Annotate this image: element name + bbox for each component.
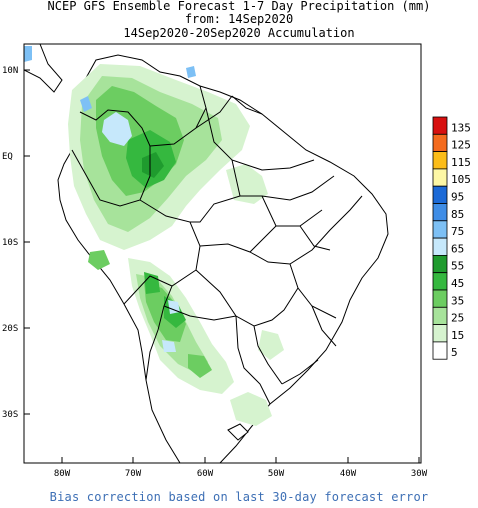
- falkland-area: [227, 423, 249, 441]
- legend-swatch-45: [432, 272, 448, 291]
- lon-label-60w: 60W: [197, 469, 214, 479]
- legend-swatch-75: [432, 220, 448, 239]
- legend-label-35: 35: [451, 294, 464, 307]
- map-title-line-1: NCEP GFS Ensemble Forecast 1-7 Day Preci…: [47, 0, 431, 13]
- legend-label-15: 15: [451, 329, 464, 342]
- map-title-line-2: from: 14Sep2020: [184, 12, 294, 26]
- legend-swatch-135: [432, 116, 448, 135]
- central-america-land: [24, 44, 63, 93]
- legend-swatch-105: [432, 168, 448, 187]
- legend-swatch-115: [432, 151, 448, 170]
- legend-swatch-5: [432, 341, 448, 360]
- country-borders: [71, 85, 363, 405]
- legend-swatch-95: [432, 185, 448, 204]
- legend-label-25: 25: [451, 312, 464, 325]
- map-frame: [23, 43, 422, 464]
- legend-swatch-125: [432, 133, 448, 153]
- legend-label-45: 45: [451, 277, 464, 290]
- legend-label-5: 5: [451, 346, 458, 359]
- legend-label-75: 75: [451, 225, 464, 238]
- color-legend: 135 125 115 105 95 85 75 65 55 45 35 25 15 5: [432, 116, 471, 360]
- legend-label-135: 135: [451, 121, 471, 134]
- legend-label-115: 115: [451, 156, 471, 169]
- lon-label-30w: 30W: [411, 469, 428, 479]
- lon-label-40w: 40W: [340, 469, 357, 479]
- bias-correction-note: Bias correction based on last 30-day for…: [49, 490, 429, 504]
- legend-label-55: 55: [451, 260, 464, 273]
- lat-label-30s: 30S: [2, 410, 18, 420]
- lon-label-50w: 50W: [268, 469, 285, 479]
- legend-swatch-15: [432, 324, 448, 343]
- legend-swatch-65: [432, 237, 448, 256]
- legend-swatch-25: [432, 306, 448, 325]
- legend-swatch-35: [432, 289, 448, 308]
- legend-label-95: 95: [451, 191, 464, 204]
- legend-swatch-85: [432, 203, 448, 222]
- legend-label-65: 65: [451, 242, 464, 255]
- longitude-ticks: [61, 457, 420, 463]
- lat-label-10n: 10N: [2, 66, 18, 76]
- latitude-ticks: [24, 69, 30, 415]
- lon-label-80w: 80W: [54, 469, 71, 479]
- lat-label-eq: EQ: [2, 152, 13, 162]
- legend-label-85: 85: [451, 208, 464, 221]
- map-title-line-3: 14Sep2020-20Sep2020 Accumulation: [123, 26, 355, 40]
- legend-label-125: 125: [451, 139, 471, 152]
- lat-label-10s: 10S: [2, 238, 18, 248]
- legend-swatch-55: [432, 254, 448, 274]
- legend-label-105: 105: [451, 173, 471, 186]
- lon-label-70w: 70W: [125, 469, 142, 479]
- lat-label-20s: 20S: [2, 324, 18, 334]
